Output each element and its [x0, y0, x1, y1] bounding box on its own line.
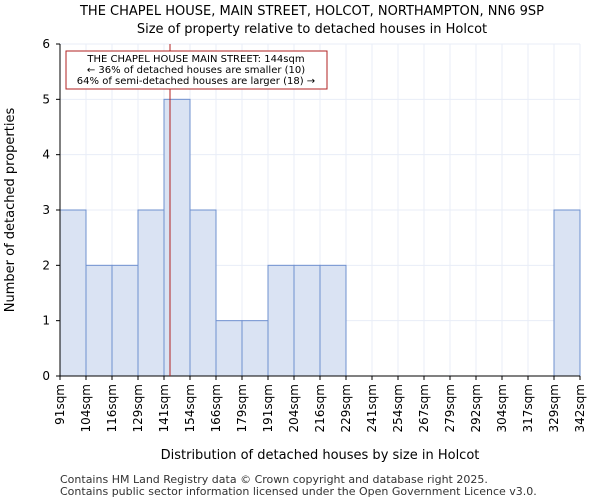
bar: [553, 209, 581, 377]
bar: [59, 209, 87, 377]
annotation-line-2: ← 36% of detached houses are smaller (10…: [87, 65, 305, 76]
x-tick-label: 191sqm: [261, 384, 275, 432]
x-tick-label: 279sqm: [443, 384, 457, 432]
y-tick-label: 6: [42, 37, 50, 51]
y-ticks: 0 1 2 3 4 5 6: [42, 37, 60, 383]
bar: [241, 320, 269, 377]
x-tick-label: 104sqm: [79, 384, 93, 432]
bar: [111, 264, 139, 377]
y-tick-label: 3: [42, 203, 50, 217]
bar: [163, 98, 191, 377]
x-tick-label: 141sqm: [157, 384, 171, 432]
x-tick-label: 179sqm: [235, 384, 249, 432]
x-tick-label: 254sqm: [391, 384, 405, 432]
x-ticks: 91sqm 104sqm 116sqm 129sqm 141sqm 154sqm 166sq…: [53, 376, 587, 432]
y-tick-label: 1: [42, 314, 50, 328]
x-tick-label: 304sqm: [495, 384, 509, 432]
bar: [137, 209, 165, 377]
bars: [59, 98, 581, 377]
x-tick-label: 292sqm: [469, 384, 483, 432]
x-tick-label: 329sqm: [547, 384, 561, 432]
x-tick-label: 91sqm: [53, 384, 67, 425]
x-tick-label: 229sqm: [339, 384, 353, 432]
annotation-line-1: THE CHAPEL HOUSE MAIN STREET: 144sqm: [86, 54, 304, 65]
footer-line-1: Contains HM Land Registry data © Crown c…: [60, 473, 488, 486]
x-tick-label: 154sqm: [183, 384, 197, 432]
x-axis-label: Distribution of detached houses by size …: [161, 448, 480, 463]
annotation-line-3: 64% of semi-detached houses are larger (…: [77, 76, 315, 87]
bar: [293, 264, 321, 377]
annotation-border: [65, 50, 328, 90]
x-tick-label: 216sqm: [313, 384, 327, 432]
y-tick-label: 2: [42, 258, 50, 272]
chart-title: THE CHAPEL HOUSE, MAIN STREET, HOLCOT, N…: [79, 4, 544, 19]
y-tick-label: 0: [42, 369, 50, 383]
y-axis-label: Number of detached properties: [3, 108, 18, 313]
x-tick-label: 116sqm: [105, 384, 119, 432]
y-tick-label: 4: [42, 148, 50, 162]
x-tick-label: 267sqm: [417, 384, 431, 432]
bar: [85, 264, 113, 377]
bar: [319, 264, 347, 377]
bar: [215, 320, 243, 377]
x-tick-label: 241sqm: [365, 384, 379, 432]
x-tick-label: 317sqm: [521, 384, 535, 432]
annotation-box: THE CHAPEL HOUSE MAIN STREET: 144sqm ← 3…: [65, 50, 328, 90]
y-tick-label: 5: [42, 92, 50, 106]
x-tick-label: 129sqm: [131, 384, 145, 432]
chart-subtitle: Size of property relative to detached ho…: [137, 22, 487, 37]
x-tick-label: 166sqm: [209, 384, 223, 432]
bar: [267, 264, 295, 377]
bar: [189, 209, 217, 377]
x-tick-label: 204sqm: [287, 384, 301, 432]
footer-line-2: Contains public sector information licen…: [60, 485, 537, 498]
x-tick-label: 342sqm: [573, 384, 587, 432]
